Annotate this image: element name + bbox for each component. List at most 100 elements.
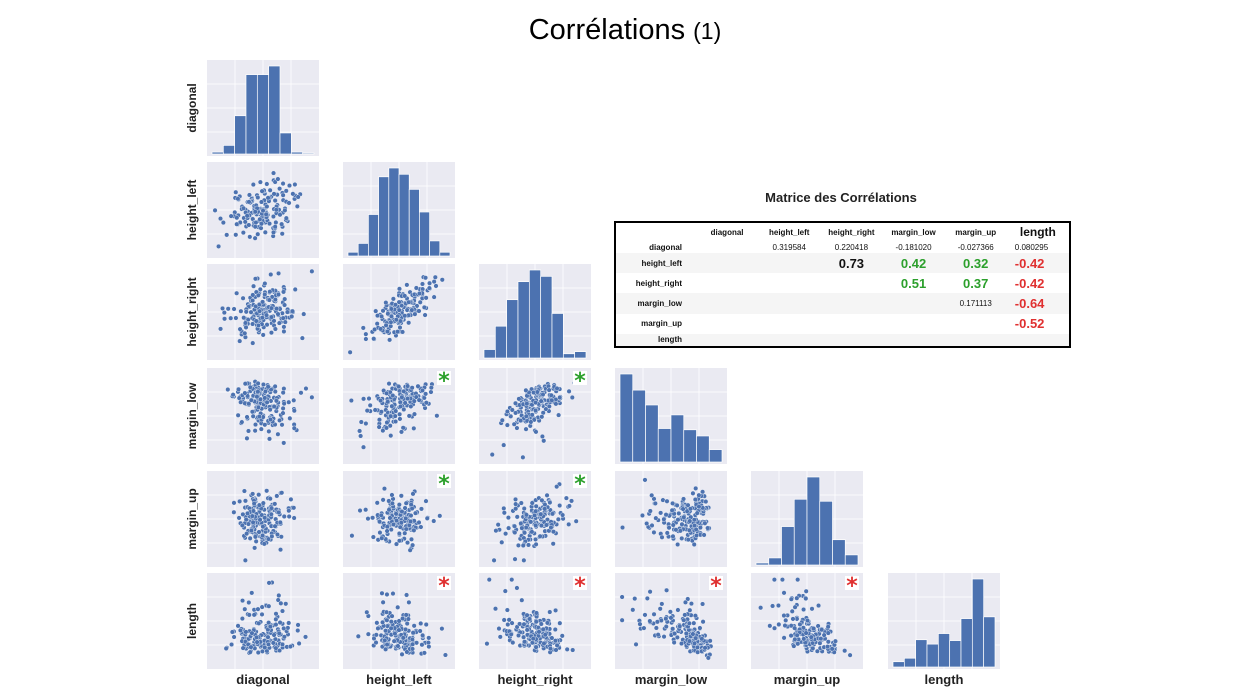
scatter-point [281,625,287,631]
histogram-bar [844,554,859,566]
scatter-point [406,299,412,305]
scatter-point [384,617,390,623]
scatter-point [654,619,660,625]
scatter-point [692,497,698,503]
scatter-point [690,631,696,637]
scatter-point [254,639,260,645]
scatter-point [664,530,670,536]
scatter-point [392,302,398,308]
histogram-bar [768,557,782,566]
table-cell [820,333,883,346]
scatter-point [409,385,415,391]
scatter-point [420,632,426,638]
scatter-point [390,393,396,399]
scatter-point [398,493,404,499]
row-header: diagonal [649,242,682,252]
scatter-point [644,595,650,601]
scatter-point [691,541,697,547]
scatter-point [392,413,398,419]
panel-margin-low-vs-diagonal [207,368,319,464]
scatter-point [529,640,535,646]
scatter-point [486,577,492,583]
scatter-point [411,425,417,431]
scatter-point [797,621,803,627]
scatter-point [544,492,550,498]
scatter-point [252,224,258,230]
scatter-point [566,521,572,527]
scatter-point [423,400,429,406]
histogram-bar [819,500,833,566]
scatter-point [263,211,269,217]
scatter-point [513,410,519,416]
scatter-point [388,527,394,533]
histogram-bar [368,214,379,257]
scatter-point [549,635,555,641]
y-axis-label-height-left: height_left [185,180,199,241]
scatter-point [685,537,691,543]
scatter-point [262,291,268,297]
scatter-point [257,216,263,222]
scatter-point [244,414,250,420]
scatter-point [275,311,281,317]
scatter-point [242,557,248,563]
scatter-point [260,208,266,214]
panel-margin-up-vs-height-left [343,471,455,567]
table-row: margin_low 0.171113 -0.64 [616,293,1069,314]
scatter-point [249,630,255,636]
scatter-point [647,508,653,514]
histogram-bar [494,325,508,359]
scatter-point [375,625,381,631]
scatter-point [252,235,258,241]
scatter-point [566,503,572,509]
scatter-point [513,501,519,507]
row-header: height_right [635,278,682,288]
scatter-point [231,634,237,640]
correlation-marker-margin-low-height-right: * [573,369,587,394]
scatter-point [782,623,788,629]
scatter-point [677,623,683,629]
scatter-point [278,600,284,606]
scatter-point [243,629,249,635]
table-cell: 0.319584 [772,242,806,252]
scatter-point [260,533,266,539]
scatter-point [249,409,255,415]
histogram-bar [347,251,359,257]
scatter-point [239,419,245,425]
scatter-point [277,648,283,654]
scatter-point [538,621,544,627]
histogram-bar [211,151,224,155]
scatter-point [552,627,558,633]
scatter-point [289,308,295,314]
scatter-point [686,620,692,626]
scatter-point [703,499,709,505]
scatter-point [272,326,278,332]
scatter-point [667,609,673,615]
scatter-point [557,394,563,400]
scatter-point [669,507,675,513]
scatter-point [276,320,282,326]
scatter-point [775,603,781,609]
scatter-point [250,321,256,327]
scatter-point [245,428,251,434]
scatter-point [431,279,437,285]
table-cell: 0.220418 [834,242,869,252]
scatter-point [366,396,372,402]
scatter-point [642,477,648,483]
scatter-point [361,396,367,402]
scatter-point [426,635,432,641]
scatter-point [234,221,240,227]
correlation-marker-margin-low-height-left: * [437,369,451,394]
scatter-point [659,534,665,540]
scatter-point [396,538,402,544]
scatter-point [495,522,501,528]
correlation-marker-length-height-left: * [437,574,451,599]
scatter-point [533,429,539,435]
scatter-point [363,331,369,337]
scatter-point [675,517,681,523]
scatter-point [253,422,259,428]
scatter-point [282,319,288,325]
scatter-point [398,520,404,526]
scatter-point [670,626,676,632]
scatter-point [277,186,283,192]
